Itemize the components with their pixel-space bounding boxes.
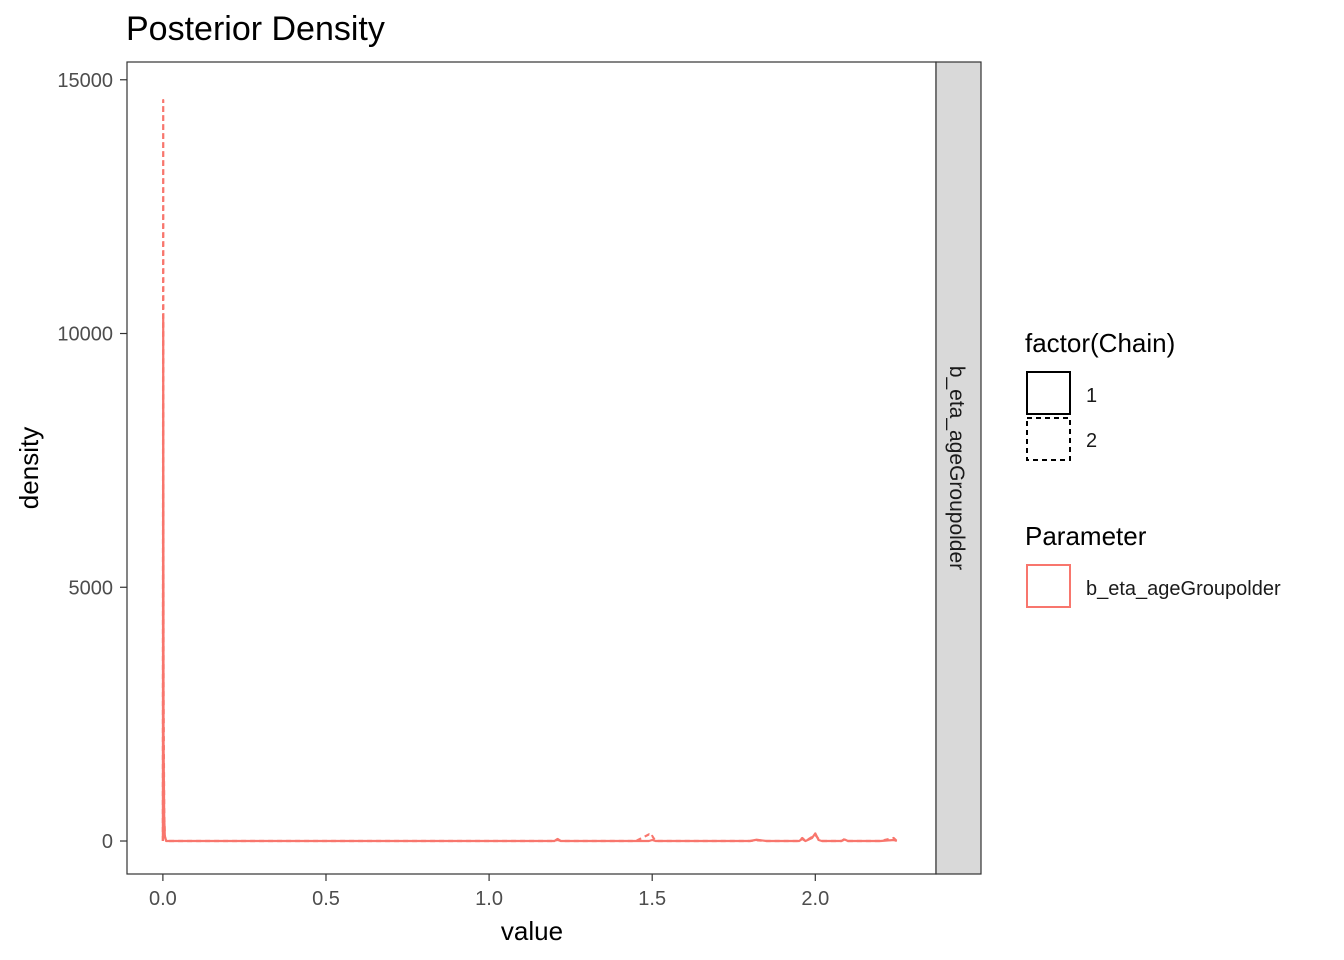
legend-key-chain-2	[1026, 417, 1071, 461]
legend-label-parameter: b_eta_ageGroupolder	[1086, 578, 1281, 600]
legend-chain: factor(Chain) 1 2	[1025, 328, 1175, 461]
series-line-chain-2	[161, 98, 898, 843]
series-layer	[161, 98, 898, 843]
y-tick-label: 5000	[69, 577, 114, 599]
y-tick-label: 10000	[57, 324, 113, 346]
legend-label-chain-2: 2	[1086, 430, 1097, 452]
x-axis: 0.0 0.5 1.0 1.5 2.0	[149, 874, 829, 910]
legend-key-chain-1	[1026, 371, 1071, 415]
legend-parameter: Parameter b_eta_ageGroupolder	[1025, 521, 1281, 608]
legend-chain-title: factor(Chain)	[1025, 328, 1175, 358]
y-tick-label: 0	[102, 831, 113, 853]
legend-label-chain-1: 1	[1086, 385, 1097, 407]
chart-title: Posterior Density	[126, 10, 385, 48]
x-tick-label: 0.5	[312, 888, 340, 910]
x-tick-label: 1.0	[475, 888, 503, 910]
y-tick-label: 15000	[57, 70, 113, 92]
facet-strip-label: b_eta_ageGroupolder	[945, 366, 968, 570]
legend-parameter-title: Parameter	[1025, 521, 1147, 551]
x-tick-label: 2.0	[801, 888, 829, 910]
plot-panel	[126, 61, 937, 875]
y-axis-title: density	[14, 427, 44, 509]
legend-key-parameter	[1026, 564, 1071, 608]
facet-strip	[935, 61, 982, 875]
x-tick-label: 0.0	[149, 888, 177, 910]
x-tick-label: 1.5	[638, 888, 666, 910]
x-axis-title: value	[501, 916, 563, 946]
y-axis: 0 5000 10000 15000	[57, 70, 127, 853]
